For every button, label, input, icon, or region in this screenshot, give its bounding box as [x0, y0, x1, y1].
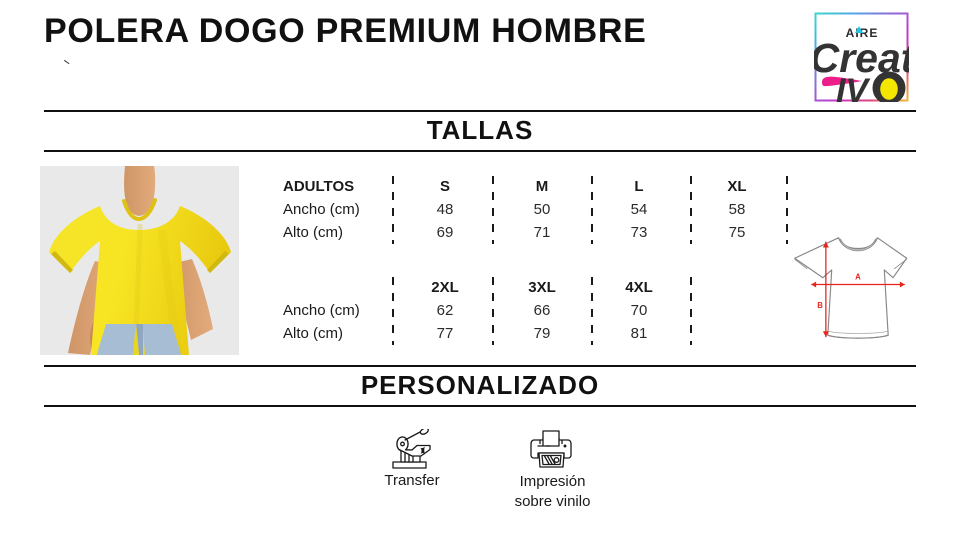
svg-text:IV: IV — [836, 72, 871, 102]
svg-text:B: B — [817, 301, 823, 310]
svg-text:A: A — [855, 273, 861, 282]
